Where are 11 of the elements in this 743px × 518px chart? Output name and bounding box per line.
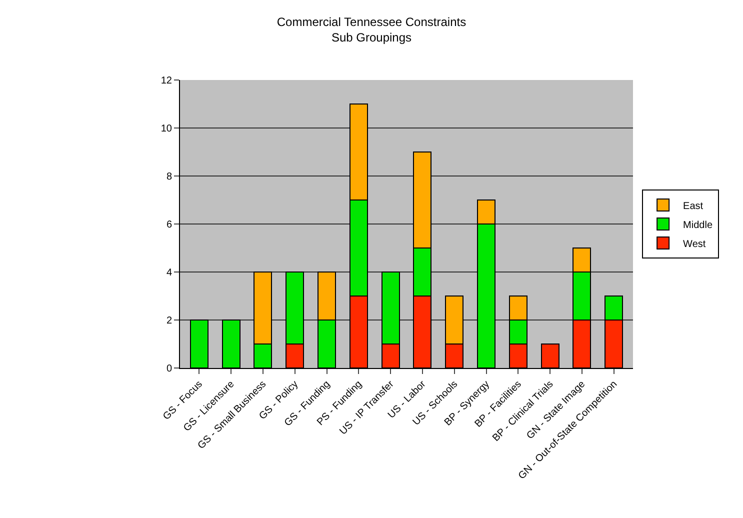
y-tick-label: 12 xyxy=(160,76,172,86)
legend-label: West xyxy=(683,238,706,250)
legend-label: East xyxy=(683,200,704,212)
chart-title: Commercial Tennessee Constraints Sub Groupings xyxy=(276,14,466,44)
y-tick-label: 8 xyxy=(166,172,172,182)
y-tick-label: 6 xyxy=(166,220,172,230)
y-tick-label: 4 xyxy=(166,268,172,278)
y-tick-label: 0 xyxy=(166,364,172,374)
y-tick-label: 10 xyxy=(160,124,172,134)
legend-label: Middle xyxy=(683,220,713,231)
y-tick-label: 2 xyxy=(166,316,172,326)
